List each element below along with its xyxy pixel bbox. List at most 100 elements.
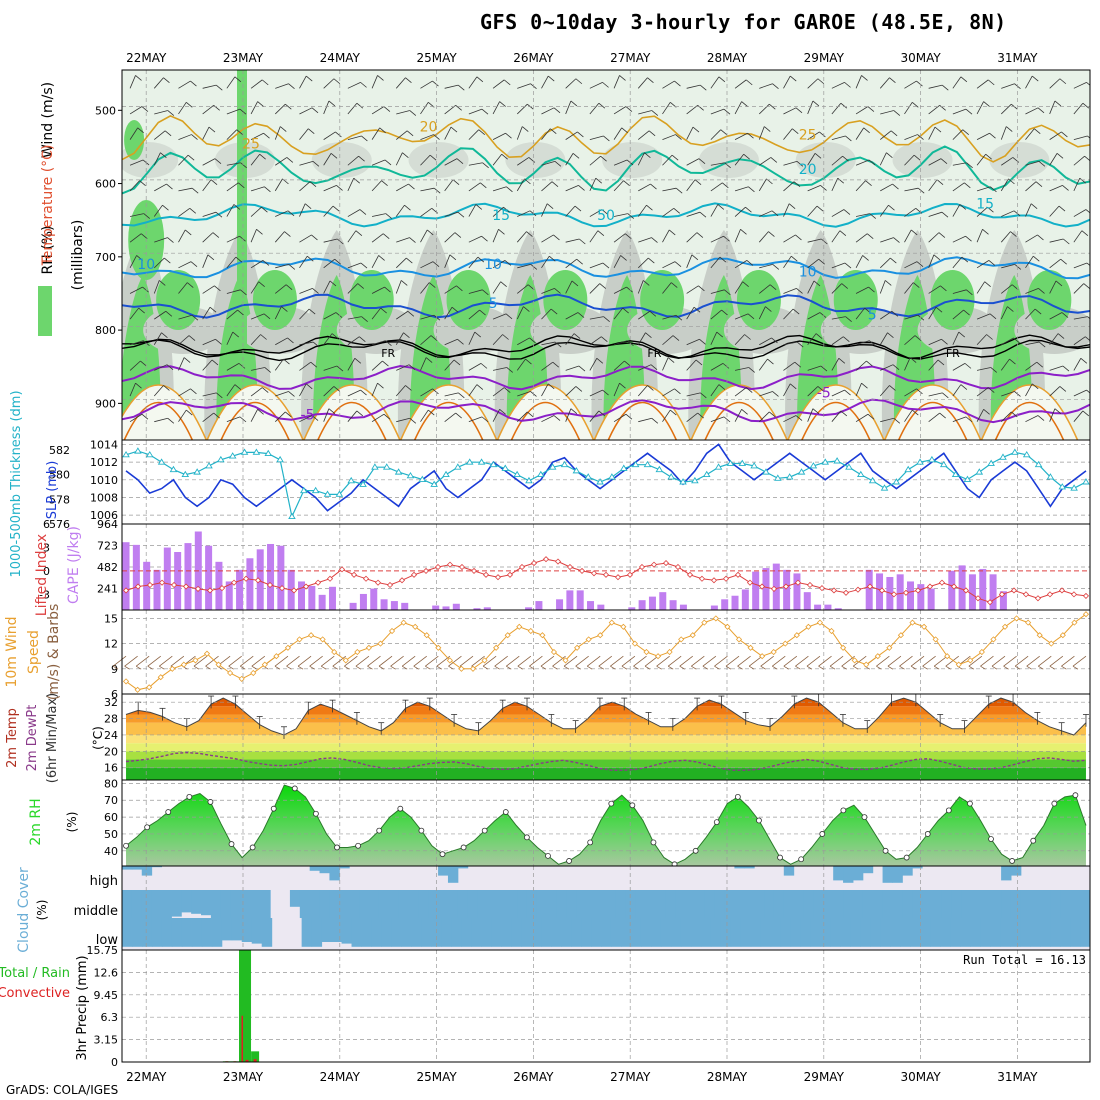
thickness-tick: 580	[49, 469, 70, 482]
wind10m-point	[886, 644, 893, 651]
cloud-cell	[675, 890, 686, 918]
cape-bar	[865, 569, 873, 610]
cape-bar	[979, 568, 987, 610]
li-point	[686, 571, 694, 578]
thickness-point	[193, 468, 201, 475]
cloud-cell	[596, 890, 607, 918]
thickness-point	[726, 459, 735, 466]
top-day-label: 27MAY	[610, 51, 651, 65]
cloud-cell	[556, 890, 567, 918]
wind10m-point	[308, 632, 315, 639]
rh2m-axis-label: 2m RH	[28, 798, 44, 845]
cape-bar	[432, 605, 440, 610]
wind10m-point	[342, 657, 349, 664]
cloud-cell	[1070, 890, 1081, 918]
li-point	[518, 563, 526, 571]
wind10m-point	[1048, 640, 1055, 647]
li-point	[626, 571, 634, 578]
cape-axis-label: CAPE (J/kg)	[66, 526, 82, 604]
wind10m-point	[238, 675, 245, 682]
wind10m-point	[493, 644, 500, 651]
cloud-cell	[734, 890, 745, 918]
wind10m-point	[377, 640, 384, 647]
cloud-cell	[171, 918, 183, 947]
li-point	[302, 583, 310, 590]
cape-bar	[628, 607, 636, 610]
thickness-point	[714, 463, 723, 470]
wind10m-point	[585, 636, 592, 643]
li-point	[1046, 591, 1054, 598]
top-day-label: 31MAY	[997, 51, 1038, 65]
cloud-cell	[1060, 918, 1071, 947]
rh-legend-swatch	[38, 286, 52, 336]
cloud-cell	[941, 890, 953, 918]
cape-bar	[927, 588, 935, 610]
li-point	[170, 581, 178, 589]
cloud-cell	[1080, 918, 1091, 947]
li-point	[974, 595, 982, 602]
rh2m-point	[291, 785, 298, 792]
cloud-cell	[1001, 890, 1012, 918]
precip-frame	[121, 949, 1091, 1063]
cloud-cell	[900, 918, 911, 947]
cloud-cell	[368, 890, 380, 918]
cloud-cell	[418, 890, 429, 918]
cloud-cell	[862, 866, 874, 874]
wind10m-point	[955, 661, 962, 668]
contour-label: 5	[489, 296, 498, 312]
cloud-cell	[833, 866, 844, 881]
cloud-cell	[655, 890, 666, 918]
li-point	[266, 581, 274, 589]
cape-bar	[401, 602, 409, 610]
cloud-cell	[991, 890, 1002, 918]
rh2m-point	[924, 831, 931, 837]
thickness-point	[951, 470, 960, 478]
cloud-cell	[191, 890, 202, 914]
wind10m-point	[1036, 632, 1043, 639]
cloud-cell	[724, 890, 735, 918]
pressure-tick: 800	[95, 324, 116, 337]
wind10m-point	[296, 636, 303, 643]
rh-tick: 70	[104, 794, 118, 807]
li-point	[470, 567, 478, 574]
cape-bar	[917, 584, 925, 610]
cape-bar	[638, 600, 646, 610]
rh2m-point	[270, 805, 277, 812]
wind10m-point	[192, 657, 199, 664]
li-point	[842, 589, 850, 596]
li-point	[1022, 591, 1030, 598]
wind10m-point	[747, 644, 754, 651]
cloud-axis-label: Cloud Cover	[16, 867, 32, 953]
wind10m-point	[909, 619, 916, 626]
rh2m-point	[313, 810, 319, 817]
cape-bar	[783, 569, 791, 610]
thickness-point	[596, 478, 604, 485]
cloud-cell	[650, 918, 662, 947]
cloud-cell	[231, 918, 243, 941]
thickness-line	[125, 450, 1087, 519]
wind-tick: 6	[111, 688, 118, 701]
rh2m-point	[1009, 858, 1016, 864]
cape-bar	[298, 581, 306, 610]
wind10m-point	[643, 648, 650, 656]
cape-bar	[576, 590, 584, 610]
li-point	[902, 589, 910, 596]
thickness-point	[537, 470, 545, 478]
cloud-cell	[331, 918, 343, 942]
cloud-cell	[511, 918, 522, 947]
cloud-cell	[981, 890, 992, 918]
li-point	[638, 563, 646, 571]
li-point	[806, 581, 814, 589]
cloud-cell	[990, 918, 1001, 947]
cloud-cell	[311, 918, 323, 947]
li-point	[386, 581, 394, 589]
cloud-cell	[381, 918, 392, 947]
cloud-cell	[606, 890, 617, 918]
wind-tick: 12	[104, 638, 118, 651]
cloud-cell	[813, 890, 824, 918]
rh2m-point	[819, 831, 826, 837]
cloud-cell	[971, 890, 982, 918]
cloud-cell	[341, 918, 353, 944]
li-point	[794, 579, 802, 586]
